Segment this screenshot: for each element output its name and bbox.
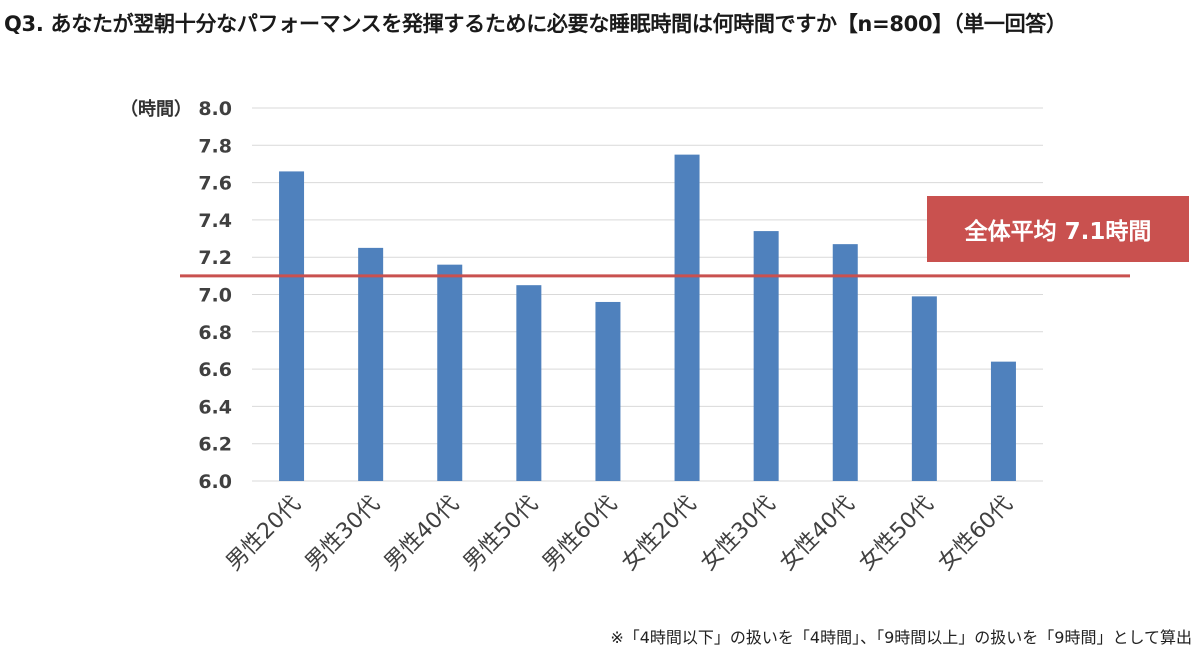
- bar: [832, 244, 858, 481]
- bars: [279, 154, 1016, 481]
- chart-title: Q3. あなたが翌朝十分なパフォーマンスを発揮するために必要な睡眠時間は何時間で…: [4, 12, 1067, 36]
- bar: [753, 231, 779, 481]
- average-label: 全体平均 7.1時間: [964, 219, 1152, 245]
- y-tick-label: 7.4: [198, 210, 232, 232]
- x-axis-labels: 男性20代男性30代男性40代男性50代男性60代女性20代女性30代女性40代…: [222, 492, 1018, 576]
- y-tick-label: 7.8: [198, 135, 232, 157]
- x-category-label: 男性60代: [538, 492, 622, 576]
- x-category-label: 男性20代: [222, 492, 306, 576]
- x-category-label: 女性30代: [696, 492, 780, 576]
- bar: [279, 171, 305, 481]
- bar: [911, 296, 937, 481]
- x-category-label: 女性20代: [617, 492, 701, 576]
- y-tick-label: 6.0: [198, 471, 232, 493]
- y-tick-label: 7.2: [198, 247, 232, 269]
- gridlines: [252, 107, 1043, 482]
- bar: [437, 264, 463, 481]
- y-tick-label: 6.2: [198, 434, 232, 456]
- bar: [674, 154, 700, 481]
- y-tick-label: 7.0: [198, 285, 232, 307]
- y-tick-label: 6.8: [198, 322, 232, 344]
- y-axis-ticks: 6.0 6.2 6.4 6.6 6.8 7.0 7.2 7.4 7.6 7.8 8.0: [198, 98, 232, 493]
- y-tick-label: 8.0: [198, 98, 232, 120]
- average-label-box: 全体平均 7.1時間: [927, 196, 1189, 262]
- x-category-label: 女性50代: [854, 492, 938, 576]
- y-tick-label: 6.4: [198, 396, 232, 418]
- x-category-label: 女性60代: [934, 492, 1018, 576]
- y-tick-label: 7.6: [198, 173, 232, 195]
- bar: [990, 361, 1016, 481]
- bar: [595, 301, 621, 481]
- bar: [516, 285, 542, 481]
- x-category-label: 男性30代: [301, 492, 385, 576]
- y-tick-label: 6.6: [198, 359, 232, 381]
- bar: [358, 247, 384, 481]
- x-category-label: 女性40代: [775, 492, 859, 576]
- x-category-label: 男性50代: [459, 492, 543, 576]
- y-axis-unit-label: （時間）: [120, 99, 192, 120]
- footnote: ※「4時間以下」の扱いを「4時間」、「9時間以上」の扱いを「9時間」として算出: [610, 628, 1192, 647]
- x-category-label: 男性40代: [380, 492, 464, 576]
